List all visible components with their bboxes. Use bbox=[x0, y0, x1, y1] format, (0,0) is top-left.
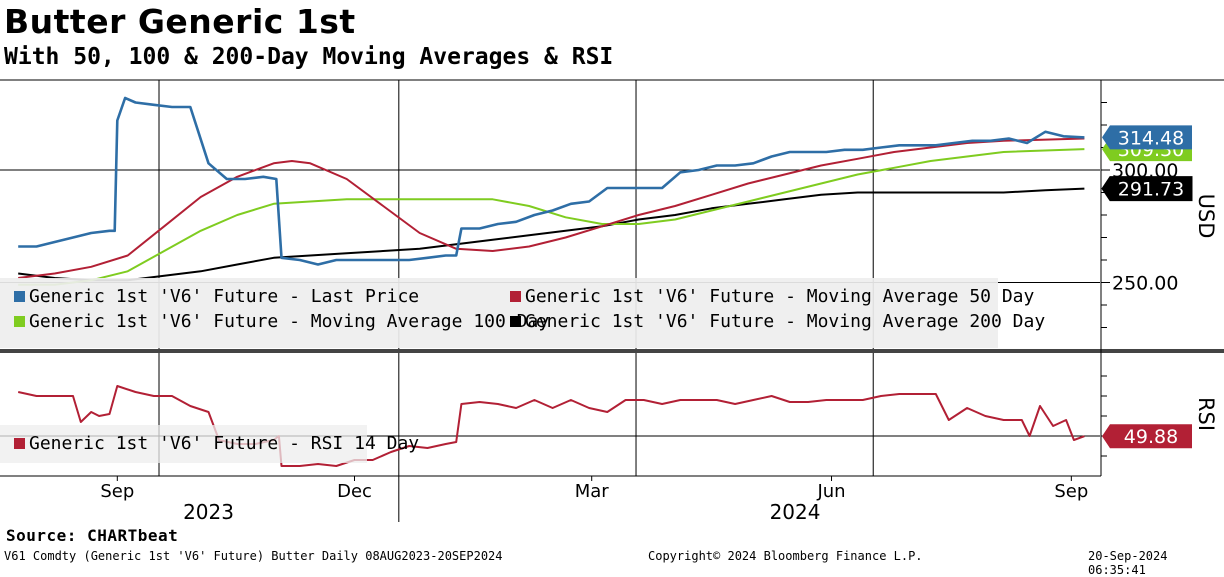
legend-swatch bbox=[14, 291, 25, 302]
price-series bbox=[18, 96, 1085, 286]
footer-timestamp: 20-Sep-2024 06:35:41 bbox=[1088, 549, 1168, 577]
month-tick-label: Jun bbox=[816, 481, 845, 502]
legend-entry: Generic 1st 'V6' Future - Moving Average… bbox=[525, 286, 1034, 307]
legend-swatch bbox=[14, 316, 25, 327]
price-tick-label: 250.00 bbox=[1112, 273, 1178, 295]
price-axis-title: USD bbox=[1194, 194, 1218, 239]
month-tick-label: Sep bbox=[1054, 481, 1088, 502]
ma50-line bbox=[18, 137, 1085, 279]
legend: Generic 1st 'V6' Future - Last Price Gene… bbox=[0, 278, 1045, 463]
panel-separator bbox=[0, 349, 1224, 353]
year-label: 2023 bbox=[183, 500, 234, 524]
legend-entry: Generic 1st 'V6' Future - Last Price bbox=[29, 286, 419, 307]
rsi-legend-box bbox=[0, 425, 367, 463]
legend-entry: Generic 1st 'V6' Future - RSI 14 Day bbox=[29, 433, 419, 454]
rsi-end-label: 49.88 bbox=[1124, 426, 1178, 448]
last-price-line bbox=[18, 96, 1085, 266]
legend-swatch bbox=[510, 316, 521, 327]
year-label: 2024 bbox=[770, 500, 821, 524]
chart-subtitle: With 50, 100 & 200-Day Moving Averages &… bbox=[4, 44, 614, 70]
rsi-end-label-box bbox=[1102, 424, 1192, 449]
month-tick-label: Mar bbox=[575, 481, 610, 502]
legend-swatch bbox=[14, 438, 25, 449]
rsi-series bbox=[17, 385, 1085, 467]
month-tick-label: Sep bbox=[100, 481, 134, 502]
ma200-end-label-box bbox=[1101, 176, 1193, 202]
price-legend-box bbox=[0, 278, 998, 348]
legend-entry: Generic 1st 'V6' Future - Moving Average… bbox=[525, 311, 1045, 332]
rsi-axis-title: RSI bbox=[1194, 397, 1218, 431]
rsi-line bbox=[17, 385, 1085, 467]
ma200-end-label: 291.73 bbox=[1118, 179, 1184, 201]
ma200-line bbox=[18, 187, 1085, 282]
legend-entry: Generic 1st 'V6' Future - Moving Average… bbox=[29, 311, 549, 332]
ma100-line bbox=[18, 148, 1085, 286]
footer-ticker: V61 Comdty (Generic 1st 'V6' Future) But… bbox=[4, 549, 503, 563]
last-price-end-label-box bbox=[1102, 125, 1192, 150]
legend-swatch bbox=[510, 291, 521, 302]
chart-title: Butter Generic 1st bbox=[4, 2, 356, 41]
footer-copyright: Copyright© 2024 Bloomberg Finance L.P. bbox=[648, 549, 923, 563]
source-note: Source: CHARTbeat bbox=[6, 526, 179, 545]
last-price-end-label: 314.48 bbox=[1118, 127, 1184, 149]
month-tick-label: Dec bbox=[337, 481, 372, 502]
